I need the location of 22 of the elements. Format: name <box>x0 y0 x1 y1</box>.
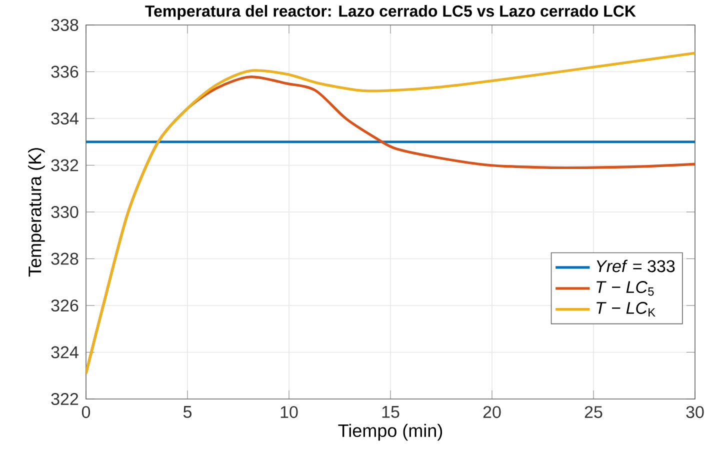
y-tick-label: 324 <box>51 346 78 358</box>
y-tick-label: 336 <box>51 66 78 78</box>
x-axis-title: Tiempo (min) <box>338 424 442 441</box>
legend-label: Yref = 333 <box>596 260 675 272</box>
y-tick-label: 328 <box>51 252 78 265</box>
y-axis-title: Temperatura (K) <box>28 148 45 277</box>
x-tick-label: 25 <box>584 406 602 418</box>
legend-label: T − LC$_{5}$ <box>596 281 654 296</box>
y-tick-label: 338 <box>51 18 78 31</box>
y-tick-label: 322 <box>51 392 78 405</box>
y-tick-label: 332 <box>51 159 78 172</box>
x-tick-label: 10 <box>280 406 298 418</box>
y-tick-label: 330 <box>51 206 78 218</box>
y-tick-label: 326 <box>51 299 78 312</box>
x-tick-label: 15 <box>382 406 400 418</box>
y-tick-label: 334 <box>51 112 78 124</box>
x-tick-label: 30 <box>686 406 704 418</box>
x-tick-label: 20 <box>483 406 501 418</box>
x-tick-label: 0 <box>82 406 90 418</box>
legend-label: T − LC$_{K}$ <box>596 302 656 316</box>
x-tick-label: 5 <box>183 406 192 418</box>
chart-title: Temperatura del reactor: Lazo cerrado LC5 vs Lazo cerrado LCK <box>145 4 636 20</box>
